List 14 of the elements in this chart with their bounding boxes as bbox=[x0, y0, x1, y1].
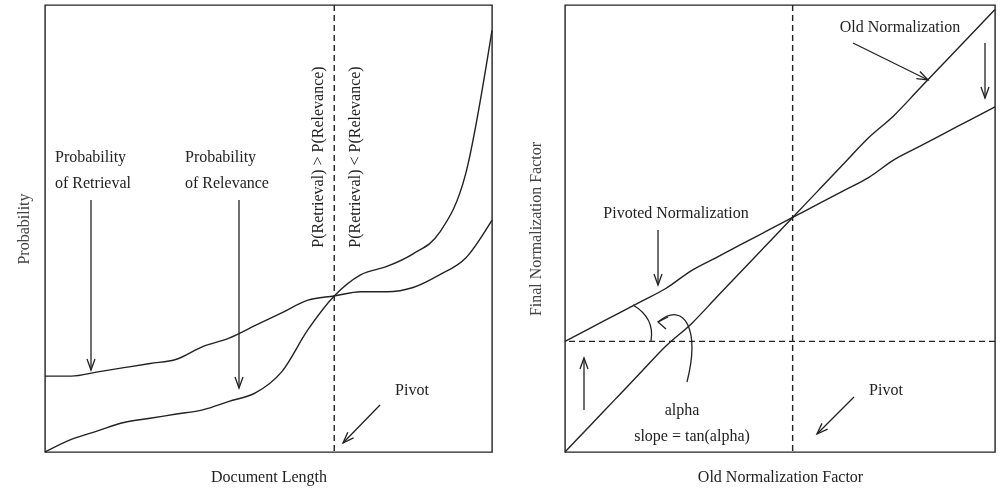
annotation: Probability of Retrieval bbox=[55, 148, 132, 191]
annotation: slope = tan(alpha) bbox=[634, 427, 750, 445]
y-axis-title: Final Normalization Factor bbox=[526, 141, 544, 317]
annotation: P(Retrieval) < P(Relevance) bbox=[346, 66, 364, 248]
annotation: Old Normalization bbox=[839, 18, 961, 35]
y-axis-title: Probability bbox=[14, 193, 33, 265]
annotation: Pivoted Normalization bbox=[603, 204, 749, 221]
x-axis-title: Document Length bbox=[211, 467, 327, 486]
x-axis-title: Old Normalization Factor bbox=[697, 467, 864, 485]
annotation: Pivot bbox=[395, 381, 430, 398]
annotation: Probability of Relevance bbox=[185, 148, 269, 191]
annotation: alpha bbox=[664, 401, 700, 419]
annotation: Pivot bbox=[869, 381, 904, 398]
annotation: P(Retrieval) > P(Relevance) bbox=[309, 66, 327, 248]
